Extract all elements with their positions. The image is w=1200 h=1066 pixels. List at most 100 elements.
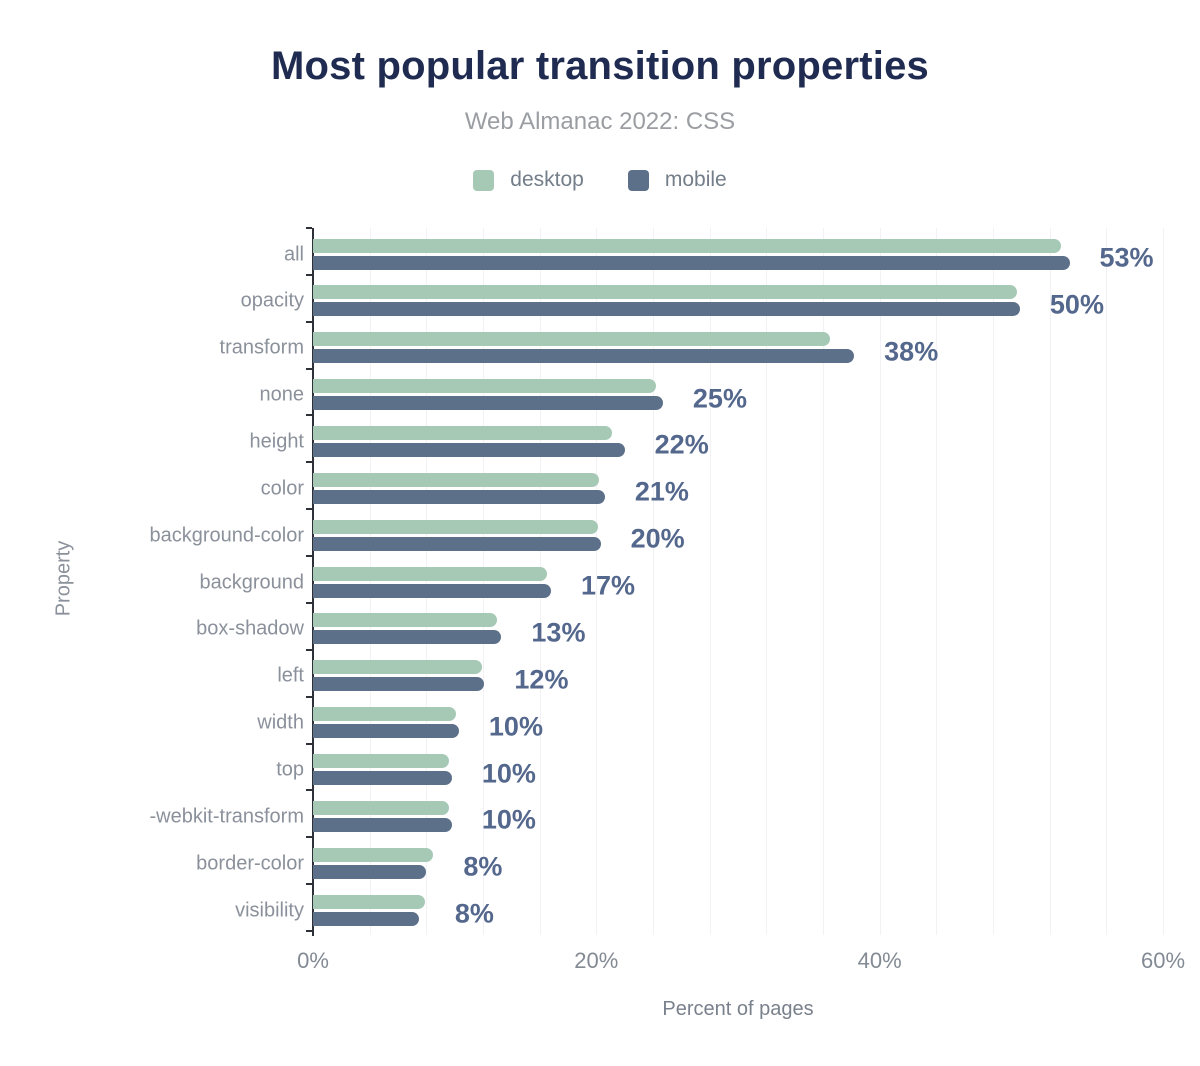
y-axis-tick bbox=[306, 695, 312, 698]
bar-desktop-opacity[interactable] bbox=[313, 285, 1018, 300]
gridline bbox=[823, 228, 824, 935]
legend: desktop mobile bbox=[0, 168, 1200, 192]
bar-mobile-background-color[interactable] bbox=[313, 536, 601, 551]
bar-desktop-color[interactable] bbox=[313, 472, 600, 487]
y-axis-tick bbox=[306, 320, 312, 323]
bar-mobile-left[interactable] bbox=[313, 677, 485, 692]
legend-item-mobile[interactable]: mobile bbox=[627, 168, 727, 192]
bar-mobile-height[interactable] bbox=[313, 442, 625, 457]
bar-desktop-visibility[interactable] bbox=[313, 894, 425, 909]
bar-mobile-top[interactable] bbox=[313, 771, 452, 786]
y-axis-tick bbox=[306, 883, 312, 886]
y-axis-tick bbox=[306, 273, 312, 276]
bar-mobile-transform[interactable] bbox=[313, 349, 855, 364]
y-axis-tick bbox=[306, 461, 312, 464]
y-axis-line bbox=[312, 228, 314, 936]
gridline bbox=[1163, 228, 1164, 935]
y-axis-tick bbox=[306, 789, 312, 792]
value-label: 8% bbox=[463, 851, 503, 882]
gridline bbox=[879, 228, 881, 935]
plot-area: 53% 50% 38% 25% 22% 21% 20% 17% 13% 12% 10% 10% 10% 8… bbox=[313, 228, 1164, 935]
bar-mobile-all[interactable] bbox=[313, 255, 1070, 270]
y-axis-tick bbox=[306, 227, 312, 229]
value-label: 12% bbox=[514, 664, 569, 695]
value-label: 22% bbox=[654, 429, 709, 460]
gridline bbox=[766, 228, 768, 935]
category-label: box-shadow bbox=[196, 617, 304, 640]
category-label: width bbox=[257, 711, 304, 734]
gridline bbox=[1106, 228, 1108, 935]
y-axis-tick bbox=[306, 601, 312, 604]
bar-desktop-background[interactable] bbox=[313, 566, 547, 581]
y-axis-tick bbox=[306, 555, 312, 558]
bar-mobile--webkit-transform[interactable] bbox=[313, 817, 452, 832]
bar-desktop-background-color[interactable] bbox=[313, 519, 598, 534]
bar-mobile-opacity[interactable] bbox=[313, 302, 1020, 317]
gridline bbox=[1049, 228, 1051, 935]
bar-desktop-width[interactable] bbox=[313, 707, 457, 722]
desktop-swatch-icon bbox=[473, 169, 495, 191]
bar-mobile-visibility[interactable] bbox=[313, 911, 420, 926]
gridline bbox=[539, 228, 541, 935]
x-tick-label: 20% bbox=[574, 948, 619, 973]
bar-desktop-none[interactable] bbox=[313, 379, 656, 394]
bar-mobile-width[interactable] bbox=[313, 724, 459, 739]
gridline bbox=[709, 228, 711, 935]
gridline bbox=[369, 228, 371, 935]
bar-mobile-none[interactable] bbox=[313, 396, 663, 411]
category-label: -webkit-transform bbox=[149, 805, 304, 828]
bar-mobile-background[interactable] bbox=[313, 583, 551, 598]
value-label: 53% bbox=[1099, 242, 1154, 273]
value-label: 10% bbox=[481, 804, 536, 835]
bar-desktop-border-color[interactable] bbox=[313, 847, 434, 862]
bar-desktop-height[interactable] bbox=[313, 425, 612, 440]
x-tick-label: 60% bbox=[1140, 948, 1186, 973]
value-label: 50% bbox=[1049, 289, 1104, 320]
category-label: background bbox=[199, 571, 304, 594]
value-label: 17% bbox=[581, 570, 636, 601]
gridline bbox=[936, 228, 938, 935]
x-axis-title: Percent of pages bbox=[662, 998, 814, 1020]
value-label: 10% bbox=[481, 758, 536, 789]
bar-desktop-transform[interactable] bbox=[313, 332, 831, 347]
category-label: none bbox=[259, 383, 305, 406]
bar-desktop-top[interactable] bbox=[313, 754, 449, 769]
legend-item-desktop[interactable]: desktop bbox=[473, 168, 584, 192]
y-axis-tick bbox=[306, 648, 312, 651]
category-label: top bbox=[276, 758, 304, 781]
gridline bbox=[596, 228, 598, 935]
legend-label-mobile: mobile bbox=[664, 168, 727, 191]
x-tick-label: 40% bbox=[857, 948, 902, 973]
gridline bbox=[993, 228, 994, 935]
y-axis-tick bbox=[306, 414, 312, 417]
value-label: 20% bbox=[630, 523, 685, 554]
bar-desktop-left[interactable] bbox=[313, 660, 482, 675]
value-label: 8% bbox=[454, 898, 494, 929]
y-axis-tick bbox=[306, 836, 312, 839]
x-tick-label: 0% bbox=[297, 948, 329, 973]
bar-desktop-all[interactable] bbox=[313, 238, 1061, 253]
bar-desktop--webkit-transform[interactable] bbox=[313, 800, 449, 815]
category-label: color bbox=[260, 477, 304, 500]
y-axis-tick bbox=[306, 367, 312, 370]
gridline bbox=[426, 228, 428, 935]
category-label: all bbox=[283, 243, 304, 265]
chart-title: Most popular transition properties bbox=[271, 44, 929, 88]
bar-mobile-box-shadow[interactable] bbox=[313, 630, 502, 645]
category-label: border-color bbox=[196, 852, 304, 875]
bar-mobile-color[interactable] bbox=[313, 489, 605, 504]
y-axis-tick bbox=[306, 742, 312, 745]
gridline bbox=[653, 228, 654, 935]
bar-desktop-box-shadow[interactable] bbox=[313, 613, 498, 628]
gridline bbox=[483, 228, 484, 935]
y-axis-tick bbox=[306, 508, 312, 511]
legend-label-desktop: desktop bbox=[510, 168, 584, 191]
category-label: height bbox=[249, 430, 305, 453]
chart-subtitle: Web Almanac 2022: CSS bbox=[464, 108, 736, 135]
mobile-swatch-icon bbox=[627, 169, 649, 191]
category-label: left bbox=[277, 664, 304, 687]
category-label: visibility bbox=[235, 899, 304, 922]
bar-mobile-border-color[interactable] bbox=[313, 864, 427, 879]
y-axis-title: Property bbox=[52, 540, 75, 617]
